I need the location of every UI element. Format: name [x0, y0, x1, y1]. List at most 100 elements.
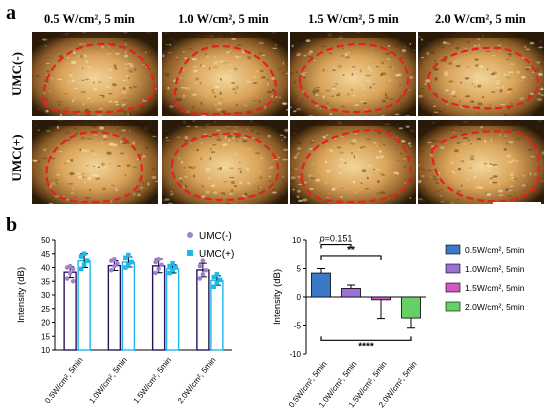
data-point: [214, 280, 220, 285]
legend-label: 1.0W/cm², 5min: [465, 264, 525, 274]
ultrasound-image: [32, 32, 158, 116]
bar: [196, 269, 210, 351]
data-point: [211, 284, 217, 290]
y-axis-label: Intensity (dB): [272, 269, 283, 325]
bar: [341, 288, 361, 298]
significance-bracket: [320, 243, 352, 249]
data-point: [217, 277, 223, 283]
data-point: [123, 255, 128, 261]
data-point: [200, 272, 206, 277]
data-point: [203, 267, 209, 273]
data-point: [200, 258, 206, 263]
lesion-outline: [173, 44, 278, 116]
y-tick-label: 35: [41, 277, 50, 286]
panel-a-label: a: [6, 2, 16, 24]
bar: [121, 261, 136, 351]
column-title-2-0: 2.0 W/cm², 5 min: [435, 12, 526, 26]
data-point: [153, 259, 158, 265]
data-point: [156, 256, 161, 262]
data-point: [67, 270, 73, 276]
x-tick-label: 1.5W/cm², 5min: [132, 356, 174, 406]
error-bar: [407, 318, 415, 329]
y-tick-label: 30: [41, 291, 50, 300]
data-point: [156, 266, 161, 272]
y-tick-label: 45: [41, 250, 50, 259]
data-point: [126, 262, 131, 268]
y-tick-label: 50: [41, 236, 50, 245]
data-point: [64, 276, 70, 281]
column-title-1-5: 1.5 W/cm², 5 min: [308, 12, 399, 26]
data-point: [214, 272, 220, 277]
lesion-outline: [42, 42, 156, 114]
data-point: [129, 259, 134, 265]
x-tick-label: 1.0W/cm², 5min: [87, 356, 129, 406]
legend-marker: [187, 232, 193, 238]
bar: [107, 264, 122, 351]
data-point: [115, 261, 120, 266]
lesion-outline: [430, 130, 540, 203]
data-point: [78, 266, 84, 272]
error-bar: [347, 284, 355, 289]
bar: [401, 296, 421, 319]
y-tick-label: 25: [41, 305, 50, 314]
column-title-1-0: 1.0 W/cm², 5 min: [178, 12, 269, 26]
significance-bracket: [320, 255, 382, 260]
y-axis-label: Intensity (dB): [16, 267, 27, 323]
y-tick-label: 0: [297, 293, 302, 302]
lesion-outline: [426, 46, 540, 110]
lesion-outline: [170, 132, 280, 202]
lesion-outline: [300, 128, 412, 204]
significance-label: **: [347, 245, 355, 256]
legend-swatch: [445, 282, 461, 293]
legend-swatch: [445, 263, 461, 274]
legend-label: UMC(+): [199, 249, 234, 260]
y-tick-label: 10: [41, 346, 50, 355]
column-title-0-5: 0.5 W/cm², 5 min: [44, 12, 135, 26]
bar: [63, 271, 77, 351]
data-point: [153, 270, 158, 276]
y-tick-label: 40: [41, 264, 50, 273]
row-label-umc-plus: UMC(+): [9, 134, 24, 182]
legend-swatch: [445, 301, 461, 312]
data-point: [211, 274, 217, 280]
lesion-outline: [45, 130, 144, 204]
data-point: [197, 263, 203, 269]
data-point: [170, 261, 175, 266]
data-point: [70, 278, 76, 284]
data-point: [123, 265, 128, 270]
y-tick-label: 5: [297, 265, 302, 274]
y-tick-label: -10: [289, 350, 301, 359]
scale-bar: [493, 202, 541, 204]
data-point: [81, 262, 87, 268]
error-bar: [317, 268, 325, 274]
ultrasound-image: [418, 32, 544, 116]
legend-swatch: [445, 244, 461, 255]
legend-label: 1.5W/cm², 5min: [465, 283, 525, 293]
data-point: [112, 263, 117, 269]
x-tick-label: 0.5W/cm², 5min: [43, 356, 85, 406]
data-point: [126, 252, 131, 258]
data-point: [84, 258, 90, 263]
y-tick-label: -5: [294, 322, 302, 331]
ultrasound-image: [418, 120, 544, 204]
data-point: [109, 267, 114, 273]
y-tick-label: 10: [292, 236, 301, 245]
legend-label: UMC(-): [199, 231, 232, 242]
bar: [77, 259, 91, 351]
data-point: [170, 267, 175, 273]
data-point: [81, 251, 87, 257]
ultrasound-image: [32, 120, 158, 204]
legend-label: 0.5W/cm², 5min: [465, 245, 525, 255]
y-tick-label: 15: [41, 332, 50, 341]
data-point: [197, 276, 203, 281]
bar: [371, 296, 391, 301]
significance-label: p=0.151: [319, 234, 353, 244]
bar: [311, 272, 331, 298]
data-point: [67, 263, 73, 269]
data-point: [167, 270, 172, 276]
bar: [210, 279, 224, 351]
x-tick-label: 2.0W/cm², 5min: [176, 356, 218, 406]
panel-b-label: b: [6, 214, 18, 236]
bar: [165, 268, 180, 351]
bar: [151, 265, 166, 351]
